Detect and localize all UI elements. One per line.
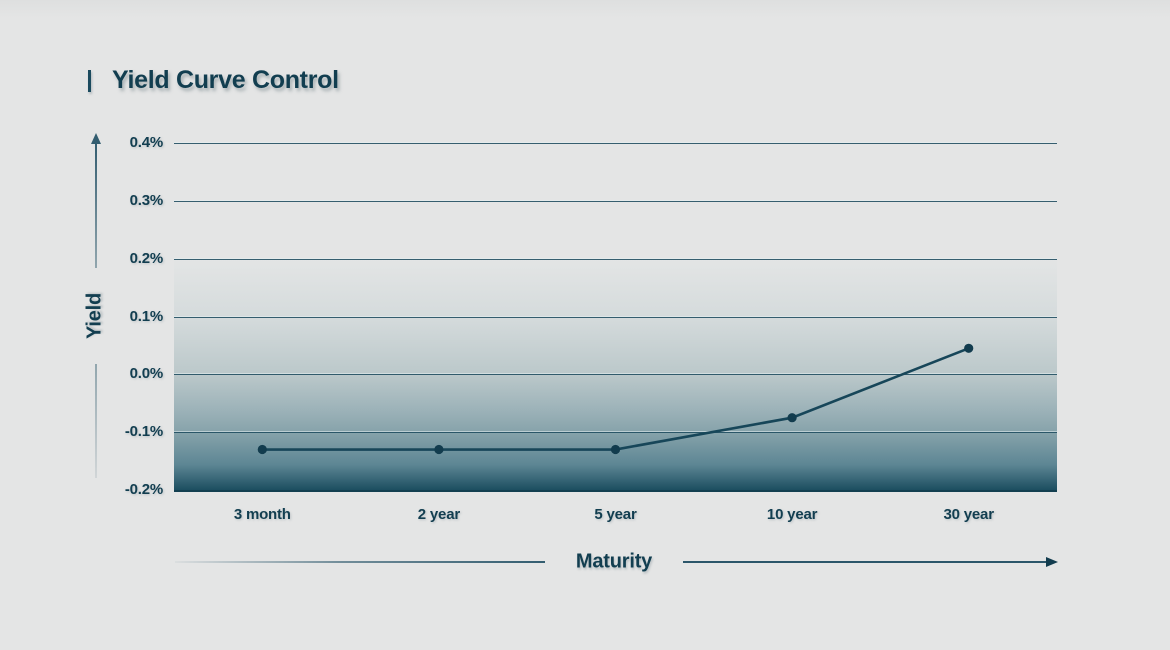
y-axis-line-upper <box>95 143 97 268</box>
x-tick-label: 5 year <box>594 506 637 523</box>
y-tick-label: 0.4% <box>129 134 164 151</box>
data-point <box>610 444 621 455</box>
x-axis-line-right <box>683 561 1047 563</box>
gridline <box>174 432 1057 434</box>
y-tick-label: 0.2% <box>129 249 164 267</box>
gridline <box>174 143 1057 144</box>
gridline <box>174 200 1057 202</box>
x-tick-label: 3 month <box>233 506 291 523</box>
x-axis-line-left <box>175 561 545 563</box>
data-point <box>434 444 444 455</box>
series-line <box>262 347 970 451</box>
x-tick-label: 10 year <box>766 506 818 523</box>
y-tick-label: -0.1% <box>124 423 163 441</box>
data-point <box>257 444 267 455</box>
y-tick-label: 0.1% <box>129 307 164 325</box>
y-tick-label: -0.2% <box>124 481 163 498</box>
page-title: Yield Curve Control <box>112 66 339 94</box>
gridline <box>174 258 1057 260</box>
gridline <box>174 316 1057 318</box>
y-axis-arrow-icon <box>91 133 101 144</box>
gridline <box>174 374 1057 376</box>
x-tick-label: 30 year <box>943 506 995 523</box>
plot-area <box>174 143 1057 492</box>
x-axis-label: Maturity <box>575 550 653 573</box>
title-accent-bar <box>88 69 91 92</box>
data-point <box>787 413 797 423</box>
x-axis-arrow-icon <box>1046 557 1058 567</box>
page-title-group: Yield Curve Control <box>88 66 339 95</box>
y-tick-label: 0.3% <box>129 191 164 209</box>
x-tick-label: 2 year <box>417 506 460 523</box>
y-tick-label: 0.0% <box>129 365 164 383</box>
y-axis-line-lower <box>95 364 97 478</box>
line-series-svg <box>257 343 974 455</box>
data-point <box>964 343 974 353</box>
